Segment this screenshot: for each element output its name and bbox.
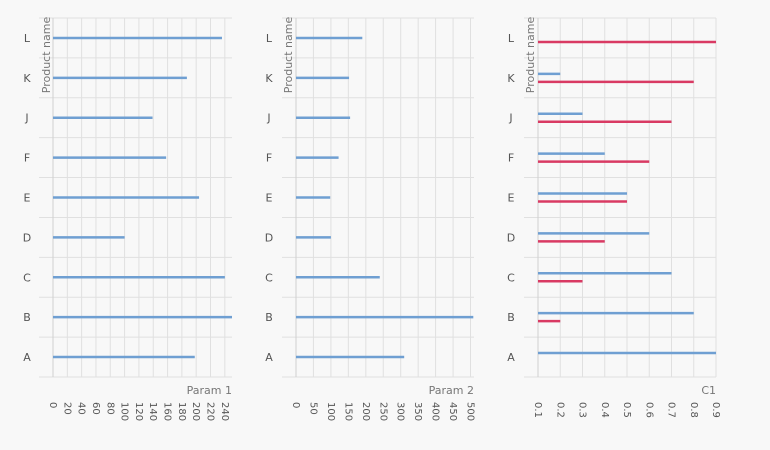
x-tick-label: 0.4 xyxy=(599,402,610,418)
category-label: J xyxy=(24,112,28,125)
category-label: A xyxy=(265,351,273,364)
y-axis-title: Product name xyxy=(282,17,295,94)
x-tick-label: 0.9 xyxy=(710,402,721,418)
x-tick-label: 450 xyxy=(447,402,458,421)
x-tick-label: 140 xyxy=(147,402,158,421)
category-label: E xyxy=(266,192,273,205)
x-tick-label: 50 xyxy=(307,402,318,415)
x-tick-label: 500 xyxy=(465,402,476,421)
x-tick-label: 0.2 xyxy=(554,402,565,418)
x-tick-label: 80 xyxy=(104,402,115,415)
category-label: C xyxy=(507,271,515,284)
chart-panel-2: A B C D E F J K L 0 50 100 150 200 250 300 350 400 450 500 P… xyxy=(265,17,476,422)
chart-panel-3: A B C D E F J K L 0.1 0.2 0.3 0.4 0.5 0.6 0.7 0.8 0.9 C1 Pr… xyxy=(507,17,721,418)
x-tick-label: 60 xyxy=(90,402,101,415)
category-label: B xyxy=(507,311,515,324)
x-tick-label: 250 xyxy=(377,402,388,421)
x-tick-label: 120 xyxy=(133,402,144,421)
x-tick-label: 200 xyxy=(190,402,201,421)
x-tick-label: 160 xyxy=(162,402,173,421)
category-label: A xyxy=(23,351,31,364)
category-label: E xyxy=(508,192,515,205)
category-label: K xyxy=(507,72,515,85)
category-label: D xyxy=(507,231,515,244)
category-label: L xyxy=(24,32,31,45)
x-tick-label: 150 xyxy=(342,402,353,421)
x-tick-label: 220 xyxy=(205,402,216,421)
x-tick-label: 0.5 xyxy=(621,402,632,418)
x-tick-label: 0.7 xyxy=(666,402,677,418)
x-tick-label: 0.8 xyxy=(688,402,699,418)
y-axis-title: Product name xyxy=(40,17,53,94)
x-tick-label: 200 xyxy=(360,402,371,421)
x-axis-title: Param 1 xyxy=(187,384,232,397)
chart-panel-1: A B C D E F J K L 0 20 40 60 80 100 120 140 160 180 200 220 2… xyxy=(23,17,232,421)
category-label: L xyxy=(266,32,273,45)
category-label: F xyxy=(508,152,514,165)
category-label: J xyxy=(508,112,512,125)
category-label: B xyxy=(23,311,31,324)
category-label: L xyxy=(508,32,515,45)
category-label: J xyxy=(266,112,270,125)
category-label: D xyxy=(265,231,273,244)
x-axis-title: Param 2 xyxy=(429,384,474,397)
category-label: E xyxy=(24,192,31,205)
x-tick-label: 100 xyxy=(325,402,336,421)
x-tick-label: 0 xyxy=(47,402,58,408)
x-tick-label: 300 xyxy=(395,402,406,421)
x-tick-label: 40 xyxy=(76,402,87,415)
category-label: B xyxy=(265,311,273,324)
x-tick-label: 0.6 xyxy=(643,402,654,418)
x-tick-label: 0.3 xyxy=(577,402,588,418)
category-label: C xyxy=(23,271,31,284)
x-tick-label: 240 xyxy=(219,402,230,421)
x-tick-label: 350 xyxy=(412,402,423,421)
category-label: A xyxy=(507,351,515,364)
y-axis-title: Product name xyxy=(524,17,537,94)
x-tick-label: 400 xyxy=(430,402,441,421)
category-label: F xyxy=(266,152,272,165)
category-label: F xyxy=(24,152,30,165)
x-tick-label: 100 xyxy=(119,402,130,421)
x-tick-label: 20 xyxy=(61,402,72,415)
category-label: D xyxy=(23,231,31,244)
x-axis-title: C1 xyxy=(701,384,716,397)
category-label: K xyxy=(265,72,273,85)
x-tick-label: 180 xyxy=(176,402,187,421)
x-tick-label: 0 xyxy=(290,402,301,408)
x-tick-label: 0.1 xyxy=(532,402,543,418)
category-label: K xyxy=(23,72,31,85)
category-label: C xyxy=(265,271,273,284)
